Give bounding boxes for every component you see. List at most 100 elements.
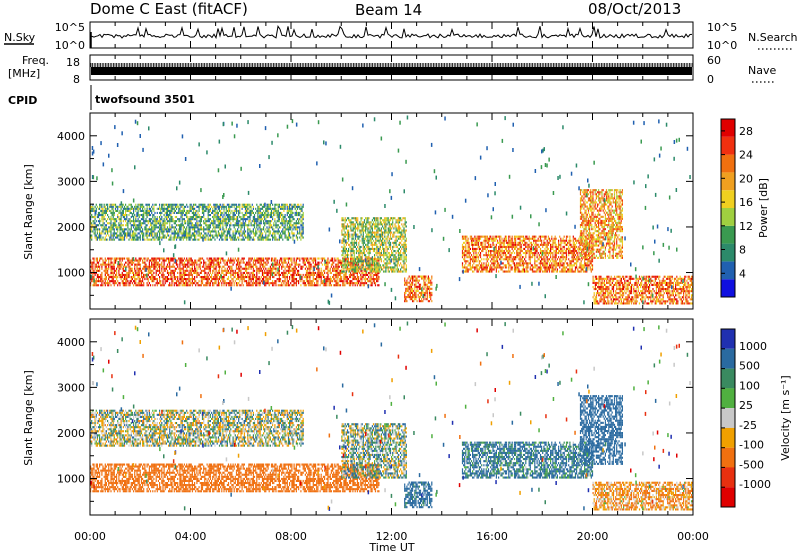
- power-cell: [226, 234, 228, 237]
- power-cell: [161, 269, 163, 272]
- power-cell: [169, 271, 171, 274]
- power-cell: [203, 205, 205, 208]
- power-cell: [166, 263, 169, 266]
- power-cell: [300, 238, 302, 241]
- power-cell: [151, 226, 153, 229]
- power-cell: [324, 257, 326, 260]
- power-cell: [275, 209, 277, 212]
- power-cell: [195, 203, 197, 206]
- power-cell: [327, 261, 329, 264]
- power-cell: [330, 265, 332, 268]
- power-cell: [171, 259, 173, 262]
- power-cell: [273, 263, 275, 266]
- power-cell: [251, 284, 253, 287]
- power-cell: [130, 207, 132, 210]
- power-cell: [92, 265, 94, 268]
- power-cell: [279, 257, 282, 260]
- power-cell: [345, 257, 347, 260]
- power-cell: [212, 261, 214, 264]
- power-cell: [223, 203, 225, 206]
- power-cell: [295, 263, 297, 266]
- power-cell: [217, 226, 219, 229]
- power-cell: [240, 259, 242, 262]
- power-cell: [247, 276, 249, 279]
- power-cell: [367, 278, 369, 281]
- power-cell: [274, 267, 276, 270]
- power-cell: [199, 220, 201, 223]
- power-cell: [294, 207, 296, 210]
- power-cell: [216, 273, 218, 276]
- power-cell: [255, 259, 257, 262]
- power-cell: [138, 282, 140, 285]
- power-cell: [221, 236, 223, 239]
- power-cell: [112, 236, 114, 239]
- power-cell: [102, 209, 104, 212]
- power-cell: [250, 205, 252, 208]
- power-cell: [187, 224, 189, 227]
- power-cell: [201, 276, 204, 279]
- power-cell: [372, 276, 374, 279]
- power-cell: [102, 214, 104, 217]
- power-cell: [253, 226, 256, 229]
- power-cell: [364, 278, 366, 281]
- power-cell: [296, 205, 299, 208]
- power-cell: [198, 214, 200, 217]
- power-cell: [221, 220, 223, 223]
- power-cell: [308, 284, 310, 287]
- power-cell: [298, 257, 300, 260]
- power-cell: [373, 257, 375, 260]
- power-cell: [127, 271, 129, 274]
- power-cell: [279, 207, 282, 210]
- power-cell: [207, 205, 209, 208]
- power-cell: [194, 263, 196, 266]
- power-cell: [136, 259, 138, 262]
- power-cell: [344, 266, 346, 269]
- power-cell: [296, 232, 299, 235]
- power-cell: [286, 257, 288, 260]
- power-cell: [227, 232, 230, 235]
- power-cell: [285, 271, 287, 274]
- power-cell: [270, 282, 273, 285]
- power-cell: [265, 207, 267, 210]
- power-cell: [342, 270, 344, 273]
- power-cell: [348, 273, 351, 276]
- power-cell: [277, 230, 279, 233]
- power-cell: [207, 230, 209, 233]
- power-cell: [250, 259, 252, 262]
- power-cell: [103, 232, 105, 235]
- power-cell: [278, 276, 280, 279]
- power-cell: [136, 207, 138, 210]
- power-cell: [195, 284, 197, 287]
- power-cell: [92, 257, 94, 260]
- power-cell: [209, 234, 211, 237]
- power-cell: [231, 203, 233, 206]
- power-cell: [361, 280, 363, 283]
- power-cell: [173, 257, 175, 260]
- power-cell: [208, 228, 210, 231]
- power-cell: [99, 232, 101, 235]
- power-cell: [237, 257, 239, 260]
- power-cell: [121, 282, 123, 285]
- power-cell: [296, 269, 299, 272]
- power-cell: [260, 261, 262, 264]
- power-cell: [199, 267, 201, 270]
- power-cell: [234, 209, 236, 212]
- power-cell: [175, 284, 178, 287]
- power-cell: [227, 211, 230, 214]
- power-cell: [230, 269, 232, 272]
- power-cell: [119, 259, 121, 262]
- power-cell: [166, 265, 169, 268]
- power-cell: [299, 207, 301, 210]
- power-cell: [213, 203, 215, 206]
- power-cell: [214, 234, 216, 237]
- power-cell: [182, 284, 184, 287]
- power-cell: [224, 216, 226, 219]
- power-cell: [265, 276, 267, 279]
- power-cell: [125, 214, 127, 217]
- power-cell: [197, 271, 199, 274]
- power-cell: [283, 259, 285, 262]
- power-cell: [212, 211, 214, 214]
- power-cell: [137, 214, 139, 217]
- power-cell: [105, 209, 107, 212]
- power-cell: [207, 211, 209, 214]
